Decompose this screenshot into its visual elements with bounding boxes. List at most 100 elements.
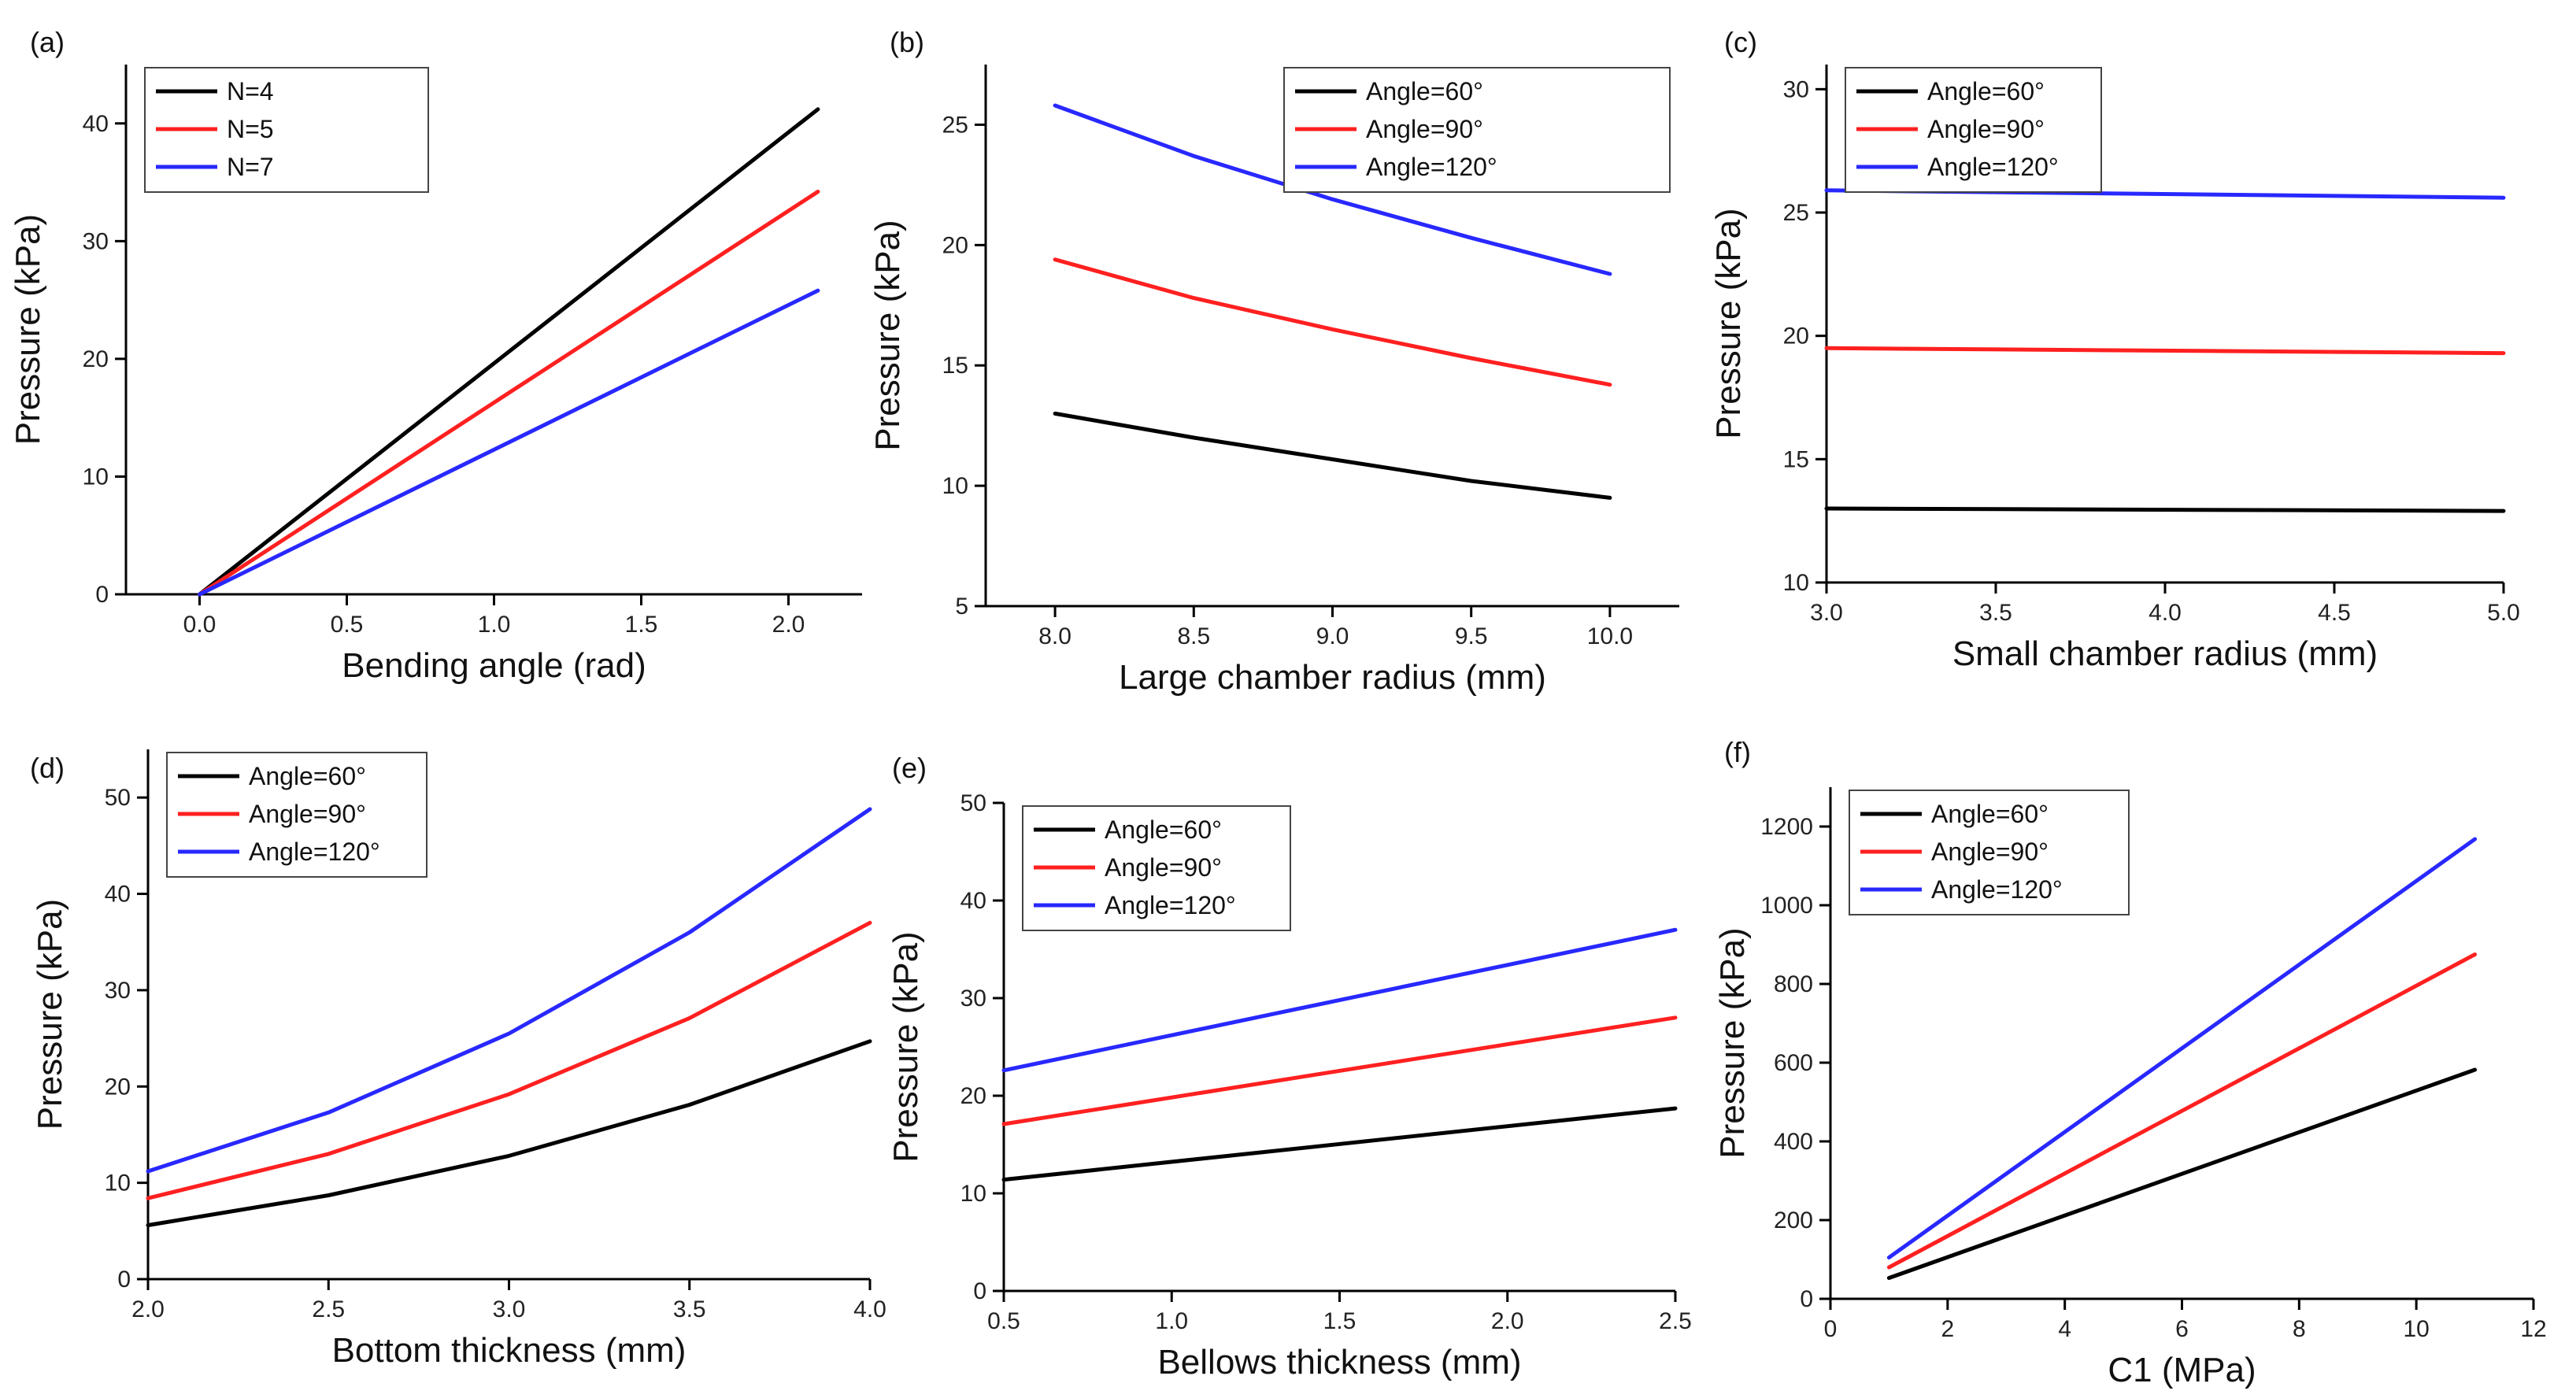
panel-label: (d) <box>30 752 65 784</box>
x-tick-label: 3.5 <box>1979 600 2012 626</box>
x-tick-label: 1.5 <box>1323 1308 1356 1334</box>
y-tick-label: 200 <box>1774 1208 1813 1233</box>
y-tick-label: 50 <box>105 785 131 811</box>
y-tick-label: 10 <box>1783 570 1809 596</box>
x-tick-label: 2 <box>1941 1316 1954 1342</box>
legend-label: Angle=60° <box>1931 800 2049 828</box>
x-tick-label: 3.5 <box>673 1296 706 1322</box>
panel-a: (a) 0.0 0.5 1.0 1.5 2.0 0 10 20 30 40 Bending angle… <box>9 26 862 685</box>
panel-label: (f) <box>1724 736 1751 768</box>
legend-label: Angle=60° <box>1366 77 1483 105</box>
y-tick-label: 0 <box>117 1267 131 1293</box>
legend-label: Angle=90° <box>1105 853 1222 882</box>
y-tick-label: 10 <box>83 464 109 490</box>
panel-label: (c) <box>1724 26 1757 58</box>
legend-label: Angle=60° <box>249 762 366 790</box>
legend-label: Angle=90° <box>1927 115 2045 143</box>
y-tick-label: 0 <box>973 1278 986 1304</box>
legend-label: Angle=90° <box>1931 838 2049 866</box>
x-tick-label: 6 <box>2175 1316 2189 1342</box>
x-tick-label: 8.0 <box>1038 623 1071 649</box>
series-line-angle-90- <box>1053 257 1612 387</box>
x-tick-label: 1.5 <box>625 612 658 638</box>
x-tick-label: 0.0 <box>183 612 217 638</box>
y-tick-label: 0 <box>1800 1286 1813 1312</box>
x-tick-label: 2.0 <box>131 1296 165 1322</box>
y-axis-title: Pressure (kPa) <box>31 899 69 1130</box>
legend: Angle=60° Angle=90° Angle=120° <box>1845 67 2102 193</box>
x-tick-label: 3.0 <box>1810 600 1843 626</box>
y-tick-label: 20 <box>1783 324 1809 350</box>
legend: Angle=60° Angle=90° Angle=120° <box>1022 805 1291 931</box>
panel-e: (e) 0.5 1.0 1.5 2.0 2.5 0 10 20 30 40 50 Bellows thi… <box>886 752 1692 1381</box>
panel-label: (e) <box>892 752 927 784</box>
y-tick-label: 20 <box>105 1074 131 1100</box>
x-tick-label: 2.0 <box>1491 1308 1524 1334</box>
x-axis-title: Large chamber radius (mm) <box>1119 658 1546 697</box>
panel-f: (f) 0 2 4 6 8 10 12 0 200 400 600 800 1000 1200 C1 (MPa… <box>1713 736 2547 1389</box>
legend-label: Angle=120° <box>1927 153 2059 181</box>
y-tick-label: 30 <box>105 978 131 1004</box>
legend-label: N=5 <box>227 115 274 143</box>
x-tick-label: 10.0 <box>1587 623 1633 649</box>
y-axis-title: Pressure (kPa) <box>1709 208 1748 438</box>
x-axis-title: Small chamber radius (mm) <box>1952 634 2378 673</box>
legend: Angle=60° Angle=90° Angle=120° <box>1849 790 2130 915</box>
y-tick-label: 30 <box>1783 76 1809 102</box>
x-tick-label: 12 <box>2520 1316 2546 1342</box>
panel-label: (a) <box>30 26 65 58</box>
x-tick-label: 4.0 <box>853 1296 886 1322</box>
y-tick-label: 600 <box>1774 1050 1813 1076</box>
x-tick-label: 0.5 <box>331 612 364 638</box>
series-line-angle-120- <box>1001 927 1678 1073</box>
series-line-angle-60- <box>1053 411 1612 500</box>
legend-label: Angle=90° <box>1366 115 1483 143</box>
y-tick-label: 10 <box>942 473 968 499</box>
y-tick-label: 10 <box>105 1171 131 1196</box>
legend-label: N=7 <box>227 153 274 181</box>
series-line-angle-60- <box>146 1039 872 1227</box>
series-line-angle-120- <box>146 807 872 1174</box>
y-tick-label: 40 <box>105 882 131 908</box>
x-tick-label: 4 <box>2058 1316 2071 1342</box>
y-axis-title: Pressure (kPa) <box>868 220 907 450</box>
x-tick-label: 9.0 <box>1316 623 1349 649</box>
legend: N=4 N=5 N=7 <box>144 67 429 193</box>
x-tick-label: 4.0 <box>2149 600 2182 626</box>
y-axis-title: Pressure (kPa) <box>1713 927 1752 1158</box>
y-tick-label: 30 <box>83 228 109 254</box>
y-tick-label: 20 <box>960 1083 986 1109</box>
x-tick-label: 5.0 <box>2487 600 2520 626</box>
x-tick-label: 8 <box>2293 1316 2306 1342</box>
legend-label: Angle=60° <box>1927 77 2045 105</box>
y-axis-title: Pressure (kPa) <box>9 214 47 445</box>
legend-label: N=4 <box>227 77 274 105</box>
y-tick-label: 20 <box>83 346 109 372</box>
y-tick-label: 15 <box>942 353 968 379</box>
x-tick-label: 2.5 <box>312 1296 345 1322</box>
x-tick-label: 0.5 <box>987 1308 1020 1334</box>
x-tick-label: 0 <box>1824 1316 1838 1342</box>
x-axis-title: C1 (MPa) <box>2108 1351 2256 1389</box>
legend-label: Angle=90° <box>249 800 366 828</box>
y-tick-label: 0 <box>95 582 109 608</box>
series-line-angle-90- <box>1886 952 2478 1270</box>
y-tick-label: 50 <box>960 790 986 816</box>
legend-label: Angle=120° <box>249 838 380 866</box>
series-line-n-5 <box>198 190 820 597</box>
series-line-angle-60- <box>1824 506 2506 513</box>
x-axis-title: Bending angle (rad) <box>342 646 646 685</box>
y-tick-label: 25 <box>942 112 968 138</box>
x-tick-label: 10 <box>2403 1316 2429 1342</box>
y-tick-label: 800 <box>1774 971 1813 997</box>
legend-label: Angle=60° <box>1105 816 1222 844</box>
legend-label: Angle=120° <box>1366 153 1497 181</box>
legend: Angle=60° Angle=90° Angle=120° <box>166 752 427 878</box>
series-line-angle-60- <box>1001 1106 1678 1182</box>
legend-label: Angle=120° <box>1931 875 2063 904</box>
series-line-n-7 <box>198 288 820 597</box>
x-tick-label: 1.0 <box>478 612 511 638</box>
x-tick-label: 3.0 <box>493 1296 526 1322</box>
y-tick-label: 1000 <box>1760 893 1813 919</box>
